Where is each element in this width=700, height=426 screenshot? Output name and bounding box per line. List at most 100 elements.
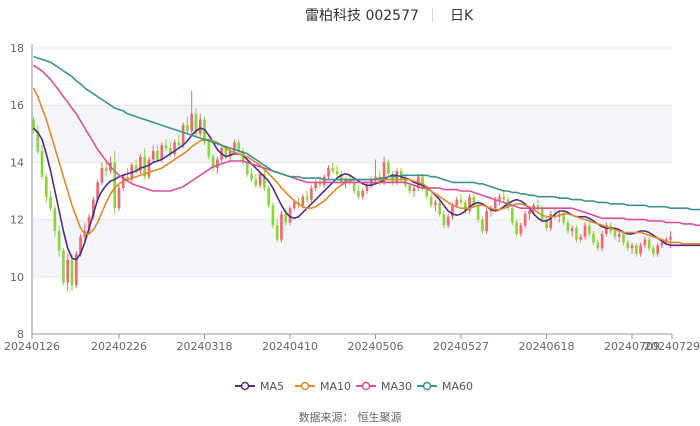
candle-body <box>562 213 565 223</box>
candle-body <box>566 222 570 232</box>
candle-body <box>134 165 138 171</box>
candle-body <box>66 259 70 283</box>
candle-body <box>275 225 279 240</box>
candle-body <box>387 162 390 174</box>
candle-body <box>463 202 467 212</box>
ma-line-ma30 <box>33 64 700 227</box>
y-axis: 8 10 12 14 16 18 <box>10 42 33 341</box>
candle-body <box>237 142 241 151</box>
candle-body <box>53 208 57 232</box>
candle-body <box>79 236 82 254</box>
candle-body <box>429 196 433 206</box>
candle-body <box>156 150 159 160</box>
candle-body <box>203 119 206 143</box>
candle-body <box>493 199 497 209</box>
candle-body <box>194 113 198 134</box>
candle-body <box>498 196 501 200</box>
legend-item-ma60[interactable]: MA60 <box>416 377 473 395</box>
grid-lines <box>32 47 672 335</box>
candle-body <box>186 125 189 131</box>
candle-body <box>139 156 142 171</box>
candle-body <box>177 142 181 146</box>
candle-body <box>600 233 604 249</box>
candle-body <box>502 196 506 200</box>
candle-body <box>451 205 454 217</box>
candle-body <box>374 176 377 180</box>
candle-body <box>553 213 557 217</box>
candle-body <box>100 168 104 183</box>
candle-body <box>647 239 651 249</box>
candle-body <box>575 228 578 240</box>
moving-average-lines <box>32 55 700 261</box>
x-tick-label: 20240410 <box>262 340 318 353</box>
candle-body <box>613 231 617 237</box>
data-source-note: 数据来源： 恒生聚源 <box>0 409 700 425</box>
x-tick-label: 20240618 <box>519 340 575 353</box>
candle-body <box>523 213 527 226</box>
chart-legend: MA5 MA10 MA30 MA60 <box>0 377 700 395</box>
candle-body <box>528 211 531 214</box>
candle-body <box>391 173 394 183</box>
candle-body <box>425 188 429 197</box>
candle-body <box>485 211 488 232</box>
candle-body <box>596 242 600 249</box>
candle-body <box>151 150 155 160</box>
candle-body <box>318 182 322 186</box>
candle-body <box>412 188 416 191</box>
candle-body <box>92 199 95 217</box>
candle-body <box>74 253 78 286</box>
x-axis: 20240126 20240226 20240318 20240410 20240506… <box>4 333 700 353</box>
candle-body <box>570 228 574 232</box>
ma-line-ma60 <box>33 55 700 211</box>
candle-body <box>292 202 296 209</box>
candle-body <box>258 173 262 186</box>
candle-body <box>438 202 441 214</box>
candle-body <box>652 248 655 254</box>
candle-body <box>181 125 185 146</box>
legend-item-ma10[interactable]: MA10 <box>294 377 351 395</box>
candle-body <box>224 148 228 157</box>
candle-body <box>45 176 48 197</box>
candle-body <box>459 199 463 203</box>
candle-body <box>87 216 91 232</box>
candle-body <box>164 145 168 149</box>
legend-item-ma5[interactable]: MA5 <box>234 377 284 395</box>
candle-body <box>365 185 369 191</box>
candle-body <box>327 168 330 177</box>
source-name: 恒生聚源 <box>357 411 402 424</box>
plot-background-bands <box>32 105 672 277</box>
candle-body <box>263 173 266 189</box>
candle-body <box>96 182 99 200</box>
candle-body <box>310 188 313 200</box>
legend-ma5-icon <box>235 381 255 391</box>
source-label: 数据来源： <box>298 411 354 424</box>
legend-item-ma30[interactable]: MA30 <box>355 377 412 395</box>
candle-body <box>339 173 343 183</box>
candle-body <box>168 148 172 154</box>
legend-label-ma5: MA5 <box>260 379 285 393</box>
candle-body <box>305 196 309 200</box>
candle-body <box>357 191 360 197</box>
candle-body <box>545 219 548 229</box>
candle-body <box>382 162 386 183</box>
x-tick-label: 20240506 <box>348 340 404 353</box>
x-tick-label: 20240226 <box>91 340 147 353</box>
legend-ma30-icon <box>356 381 376 391</box>
candle-body <box>233 142 236 151</box>
y-tick-label: 16 <box>10 99 24 112</box>
candle-body <box>284 213 288 223</box>
candle-body <box>62 251 65 283</box>
legend-label-ma30: MA30 <box>381 379 413 393</box>
chart-title: 雷柏科技 002577 <box>305 8 419 24</box>
legend-ma10-icon <box>295 381 315 391</box>
x-tick-label: 20240318 <box>177 340 233 353</box>
candle-body <box>40 150 44 177</box>
candle-body <box>49 196 52 209</box>
candle-body <box>322 176 326 186</box>
candle-body <box>57 231 61 252</box>
candle-body <box>421 176 424 189</box>
candle-body <box>626 242 630 249</box>
legend-label-ma10: MA10 <box>320 379 352 393</box>
x-tick-label: 20240709 <box>604 340 660 353</box>
